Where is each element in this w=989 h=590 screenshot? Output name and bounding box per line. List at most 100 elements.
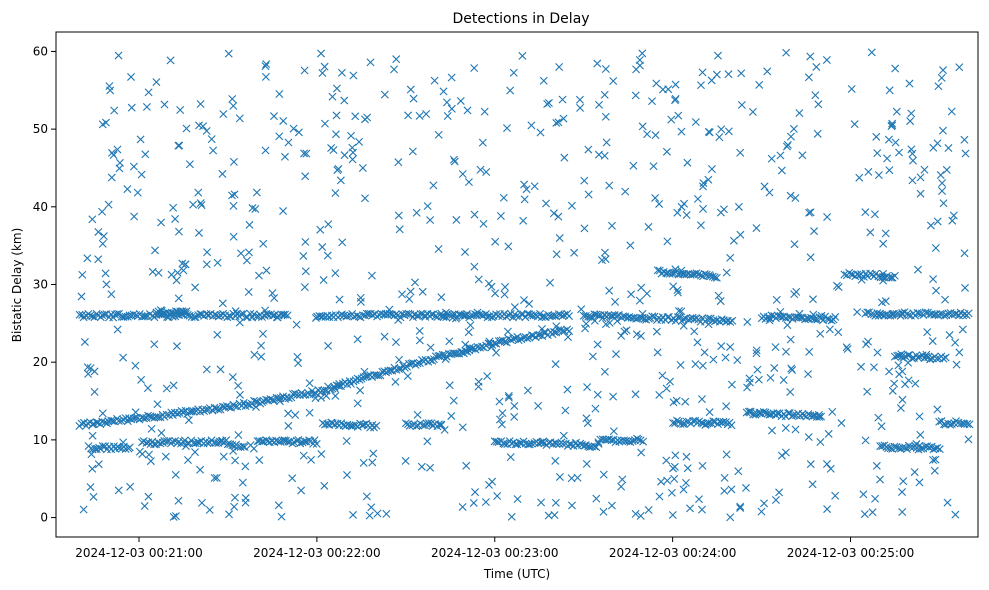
detection-point <box>816 329 825 338</box>
detection-point <box>84 369 93 378</box>
detection-point <box>430 76 439 85</box>
detection-point <box>861 208 870 217</box>
detection-point <box>323 251 332 260</box>
track-point <box>412 422 421 431</box>
detection-point <box>169 203 178 212</box>
detection-point <box>888 119 897 128</box>
detection-point <box>113 325 122 334</box>
detection-point <box>230 502 239 511</box>
detection-point <box>301 267 310 276</box>
detection-point <box>549 209 558 218</box>
detection-point <box>172 342 181 351</box>
detection-point <box>805 347 814 356</box>
detection-point <box>679 485 688 494</box>
track-point <box>535 330 544 339</box>
detection-point <box>916 173 925 182</box>
detection-point <box>665 377 674 386</box>
detection-point <box>644 506 653 515</box>
detection-point <box>162 384 171 393</box>
track-point <box>846 270 855 279</box>
detection-point <box>394 211 403 220</box>
track-point <box>362 309 371 318</box>
detection-point <box>806 253 815 262</box>
detection-point <box>804 370 813 379</box>
track-point <box>412 312 421 321</box>
detection-point <box>113 145 122 154</box>
detection-point <box>960 135 969 144</box>
detection-point <box>373 509 382 518</box>
detection-point <box>422 110 431 118</box>
detection-point <box>218 299 227 308</box>
detection-point <box>98 239 107 248</box>
detection-point <box>916 430 925 439</box>
detection-point <box>674 111 683 120</box>
detection-point <box>404 111 413 120</box>
detection-point <box>426 216 435 225</box>
detection-point <box>683 464 692 473</box>
detection-point <box>101 269 110 278</box>
detection-point <box>261 72 270 81</box>
detection-point <box>911 379 920 388</box>
track-point <box>386 366 395 375</box>
detection-point <box>544 511 553 520</box>
detection-point <box>705 128 714 137</box>
detection-point <box>588 352 597 361</box>
detection-point <box>861 436 870 445</box>
detection-point <box>102 280 111 289</box>
detection-point <box>202 126 211 135</box>
track-point <box>817 412 826 421</box>
track-point <box>242 313 251 322</box>
detection-point <box>342 436 351 445</box>
detection-point <box>161 452 170 461</box>
track-point <box>407 359 416 368</box>
detection-point <box>811 91 820 100</box>
track-point <box>203 439 212 448</box>
detection-point <box>99 232 108 241</box>
detection-point <box>874 171 883 180</box>
detection-point <box>948 216 957 225</box>
track-point <box>225 311 234 320</box>
track-point <box>925 443 934 452</box>
detection-point <box>677 127 686 136</box>
detection-point <box>570 248 579 257</box>
track-point <box>385 309 394 318</box>
detection-point <box>301 237 310 246</box>
track-point <box>413 359 422 368</box>
track-point <box>581 441 590 450</box>
detection-point <box>348 155 357 164</box>
detection-point <box>391 377 400 386</box>
detection-point <box>485 480 494 489</box>
detection-point <box>636 511 645 520</box>
detection-point <box>736 230 745 239</box>
detection-point <box>601 320 610 329</box>
detection-point <box>280 152 289 161</box>
detection-point <box>942 165 951 174</box>
detection-point <box>651 193 660 202</box>
detection-point <box>943 498 952 507</box>
detection-point <box>104 200 113 209</box>
track-point <box>717 315 726 324</box>
y-tick-label: 20 <box>33 355 48 369</box>
detection-point <box>809 295 817 304</box>
x-axis: 2024-12-03 00:21:00 2024-12-03 00:22:00 20… <box>75 537 914 560</box>
y-axis-label: Bistatic Delay (km) <box>10 228 24 343</box>
detection-point <box>320 481 329 490</box>
detection-point <box>338 238 347 247</box>
track-point <box>96 313 105 322</box>
detection-point <box>411 278 419 287</box>
detection-point <box>234 431 243 439</box>
track-point <box>941 353 950 362</box>
detection-point <box>722 450 731 459</box>
detection-point <box>77 292 86 301</box>
track-point <box>807 313 816 322</box>
detection-point <box>305 379 314 388</box>
track-point <box>669 268 678 277</box>
detection-point <box>169 381 178 390</box>
detection-point <box>527 121 536 130</box>
detection-point <box>463 106 472 115</box>
detection-point <box>955 348 964 357</box>
detection-point <box>944 144 953 153</box>
track-point <box>639 437 648 446</box>
detection-point <box>720 473 729 482</box>
detection-point <box>677 202 686 211</box>
